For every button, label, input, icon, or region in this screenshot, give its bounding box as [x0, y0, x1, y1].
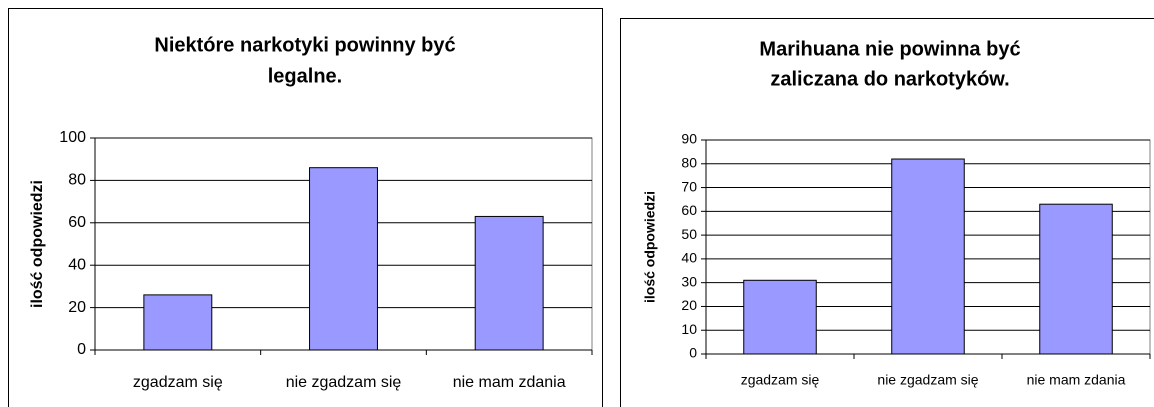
- chart-title: Niektóre narkotyki powinny być: [154, 34, 455, 56]
- y-tick-label: 80: [68, 172, 86, 189]
- bar: [474, 215, 544, 351]
- x-tick-label: nie zgadzam się: [286, 374, 402, 391]
- bar: [309, 167, 378, 351]
- chart-title: zaliczana do narkotyków.: [770, 68, 1009, 90]
- bar: [743, 279, 817, 355]
- y-tick-label: 60: [681, 202, 697, 218]
- x-tick-label: nie mam zdania: [453, 374, 566, 391]
- y-tick-label: 40: [681, 250, 697, 266]
- y-tick-label: 80: [681, 154, 697, 170]
- bar: [1039, 203, 1113, 355]
- y-tick-label: 100: [59, 129, 86, 146]
- x-tick-label: nie zgadzam się: [877, 372, 978, 388]
- bar: [891, 158, 965, 355]
- y-tick-label: 0: [77, 341, 86, 358]
- y-tick-label: 60: [68, 214, 86, 231]
- y-axis-label: ilość odpowiedzi: [29, 180, 46, 308]
- chart-title: legalne.: [268, 65, 342, 87]
- x-tick-label: zgadzam się: [133, 374, 223, 391]
- y-tick-label: 90: [681, 131, 697, 147]
- x-tick-label: nie mam zdania: [1027, 372, 1126, 388]
- y-tick-label: 40: [68, 256, 86, 273]
- bar: [143, 294, 213, 351]
- y-tick-label: 10: [681, 321, 697, 337]
- x-tick-label: zgadzam się: [741, 372, 820, 388]
- y-tick-label: 30: [681, 273, 697, 289]
- y-tick-label: 50: [681, 226, 697, 242]
- chart-title: Marihuana nie powinna być: [759, 38, 1020, 60]
- y-tick-label: 20: [68, 299, 86, 316]
- y-tick-label: 70: [681, 178, 697, 194]
- y-tick-label: 0: [689, 345, 697, 361]
- y-tick-label: 20: [681, 297, 697, 313]
- y-axis-label: ilość odpowiedzi: [642, 191, 658, 303]
